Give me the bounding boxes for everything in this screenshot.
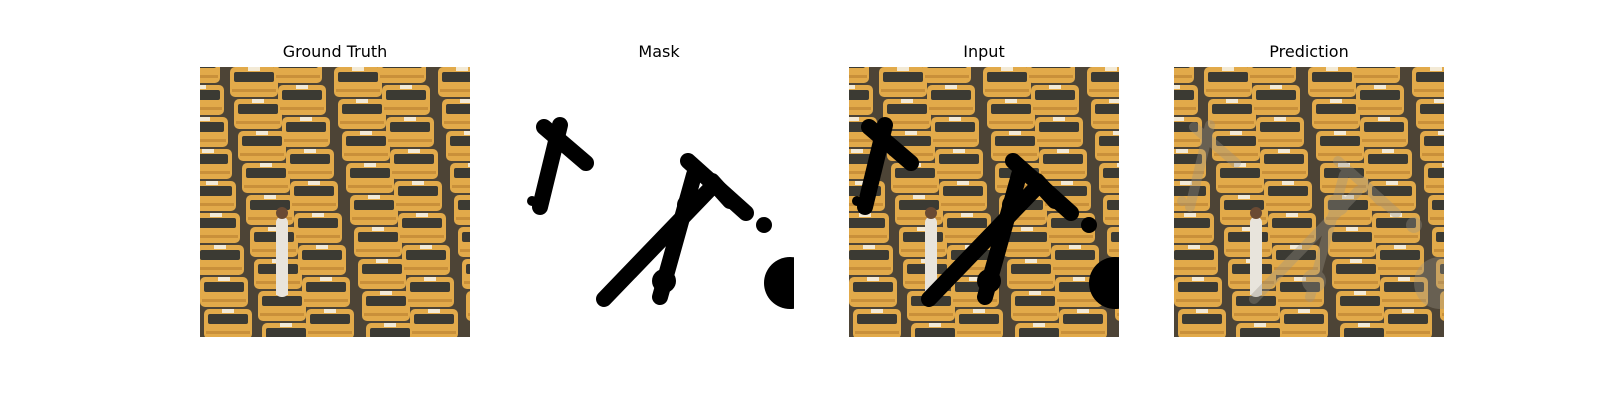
input-image [849,67,1119,337]
panel-title: Input [963,42,1005,61]
panel-ground-truth: Ground Truth [200,0,470,400]
panel-title: Mask [638,42,680,61]
panel-input: Input [849,0,1119,400]
panel-mask: Mask [524,0,794,400]
mask-image [524,67,794,337]
panel-title: Prediction [1269,42,1349,61]
panel-title: Ground Truth [282,42,388,61]
ground-truth-image [200,67,470,337]
panel-prediction: Prediction [1174,0,1444,400]
prediction-image [1174,67,1444,337]
